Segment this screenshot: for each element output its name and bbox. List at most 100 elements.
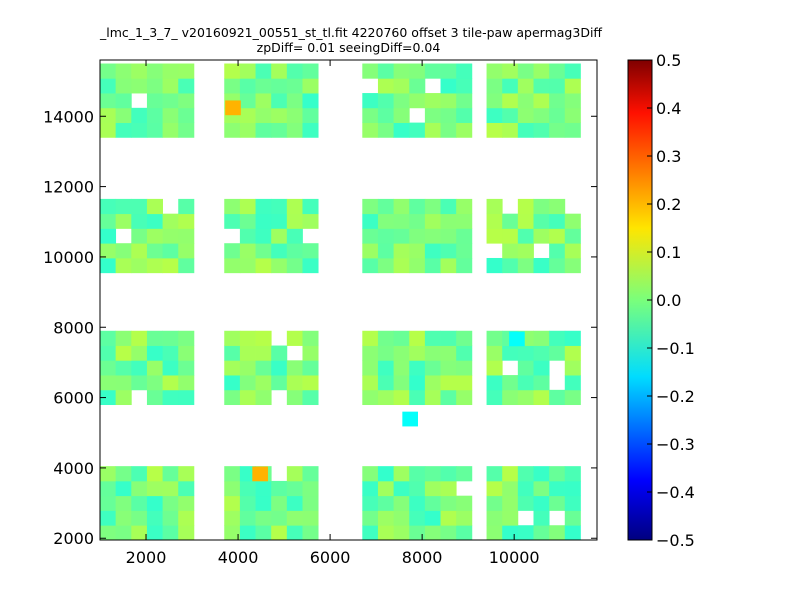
heatmap-cell	[393, 466, 410, 482]
y-tick-label: 10000	[43, 248, 94, 267]
heatmap-cell	[239, 389, 256, 406]
heatmap-cell	[255, 228, 272, 244]
heatmap-cell	[564, 525, 581, 541]
heatmap-cell	[115, 375, 132, 391]
heatmap-cell	[409, 228, 426, 244]
heatmap-cell	[100, 345, 117, 361]
heatmap-cell-highlight	[509, 331, 525, 347]
heatmap-cell	[486, 63, 503, 79]
heatmap-cell	[549, 257, 566, 274]
heatmap-cell	[115, 525, 132, 541]
heatmap-cell	[502, 122, 519, 138]
heatmap-cell	[393, 198, 410, 215]
heatmap-cell	[456, 122, 473, 138]
heatmap-cell	[456, 345, 473, 361]
heatmap-cell	[131, 330, 148, 346]
heatmap-cell	[502, 107, 519, 123]
heatmap-cell	[393, 228, 410, 244]
heatmap-cell	[178, 375, 195, 391]
heatmap-cell	[115, 510, 132, 526]
heatmap-cell	[393, 330, 410, 346]
heatmap-cell	[178, 213, 195, 229]
heatmap-cell	[131, 345, 148, 361]
heatmap-cell	[162, 510, 179, 526]
heatmap-cell	[178, 330, 195, 346]
heatmap-cell	[456, 228, 473, 244]
heatmap-cell	[517, 198, 534, 215]
heatmap-cell	[440, 243, 457, 259]
heatmap-cell	[486, 107, 503, 123]
heatmap-cell	[255, 375, 272, 391]
heatmap-cell	[115, 330, 132, 346]
heatmap-cell	[517, 495, 534, 511]
heatmap-cell	[239, 198, 256, 215]
heatmap-cell	[178, 389, 195, 406]
heatmap-cell	[178, 122, 195, 138]
heatmap-cell	[146, 122, 163, 138]
heatmap-cell	[302, 389, 319, 406]
heatmap-cell	[239, 228, 256, 244]
heatmap-cell	[424, 330, 441, 346]
heatmap-cell	[362, 345, 379, 361]
heatmap-cell	[440, 93, 457, 109]
heatmap-cell	[146, 525, 163, 541]
heatmap-cell	[286, 525, 303, 541]
heatmap-cell	[409, 360, 426, 376]
heatmap-cell	[533, 480, 550, 497]
heatmap-cell	[224, 63, 241, 79]
heatmap-cell	[393, 510, 410, 526]
heatmap-cell	[302, 122, 319, 138]
heatmap-cell	[239, 466, 256, 482]
heatmap-cell-highlight	[225, 100, 241, 116]
heatmap-cell	[131, 375, 148, 391]
heatmap-cell	[162, 122, 179, 138]
heatmap-cell	[549, 480, 566, 497]
heatmap-cell	[549, 495, 566, 511]
heatmap-cell	[424, 93, 441, 109]
heatmap-cell	[456, 243, 473, 259]
x-tick-label: 2000	[126, 548, 167, 567]
plot-frame	[99, 59, 598, 541]
heatmap-cell	[239, 360, 256, 376]
heatmap-cell	[424, 257, 441, 274]
heatmap-cell	[424, 495, 441, 511]
heatmap-cell	[115, 495, 132, 511]
heatmap-cell	[239, 78, 256, 94]
heatmap-cell	[115, 78, 132, 94]
heatmap-cell	[162, 330, 179, 346]
y-tick-label: 12000	[43, 178, 94, 197]
heatmap-cell	[377, 93, 394, 109]
heatmap-cell	[224, 375, 241, 391]
heatmap-cell	[533, 525, 550, 541]
heatmap-cell	[255, 480, 272, 497]
heatmap-cell	[302, 257, 319, 274]
heatmap-cell	[393, 63, 410, 79]
heatmap-cell	[224, 257, 241, 274]
heatmap-cell	[409, 122, 426, 138]
heatmap-cell	[393, 78, 410, 94]
heatmap-cell	[486, 495, 503, 511]
heatmap-cell	[362, 93, 379, 109]
heatmap-cell	[224, 360, 241, 376]
heatmap-cell	[440, 360, 457, 376]
x-tick-label: 6000	[310, 548, 351, 567]
heatmap-cell	[271, 122, 288, 138]
heatmap-cell	[456, 510, 473, 526]
heatmap-cell	[162, 243, 179, 259]
heatmap-cell	[517, 213, 534, 229]
heatmap-cell	[115, 213, 132, 229]
heatmap-cell	[533, 345, 550, 361]
heatmap-cell	[100, 495, 117, 511]
heatmap-cell	[178, 495, 195, 511]
heatmap-cell	[533, 330, 550, 346]
heatmap-cell	[502, 243, 519, 259]
heatmap-cell	[146, 198, 163, 215]
colorbar-axis: 0.5 0.4 0.3 0.2 0.1 0.0 −0.1 −0.2 −0.3 −0.4 −0.5	[647, 51, 695, 550]
heatmap-cell	[162, 257, 179, 274]
heatmap-cell	[486, 122, 503, 138]
heatmap-cell	[362, 107, 379, 123]
heatmap-cell	[286, 375, 303, 391]
heatmap-cell	[486, 360, 503, 376]
heatmap-cell	[564, 78, 581, 94]
heatmap-cell	[302, 107, 319, 123]
